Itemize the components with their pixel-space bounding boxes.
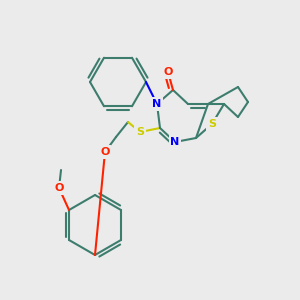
Text: N: N bbox=[170, 137, 180, 147]
Text: O: O bbox=[100, 147, 110, 157]
Text: O: O bbox=[163, 67, 173, 77]
Text: N: N bbox=[152, 99, 162, 109]
Text: S: S bbox=[208, 119, 216, 129]
Text: O: O bbox=[54, 183, 64, 193]
Text: S: S bbox=[136, 127, 144, 137]
